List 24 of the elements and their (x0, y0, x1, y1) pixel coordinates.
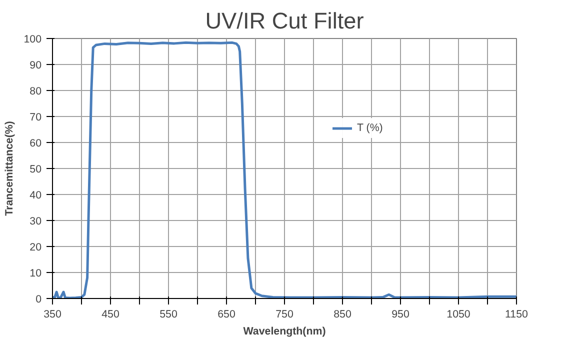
x-tick-label: 850 (334, 308, 352, 320)
x-tick-label: 1050 (446, 308, 470, 320)
y-tick-label: 90 (30, 60, 42, 72)
y-tick-label: 70 (30, 112, 42, 124)
y-tick-label: 60 (30, 138, 42, 150)
y-tick-label: 80 (30, 86, 42, 98)
y-tick-label: 50 (30, 164, 42, 176)
y-tick-label: 0 (36, 294, 42, 306)
y-tick-label: 30 (30, 216, 42, 228)
x-tick-label: 350 (44, 308, 62, 320)
chart-title: UV/IR Cut Filter (205, 8, 364, 34)
x-tick-label: 450 (102, 308, 120, 320)
x-tick-label: 950 (392, 308, 410, 320)
x-tick-label: 650 (218, 308, 236, 320)
x-axis-title: Wavelength(nm) (243, 326, 326, 338)
y-tick-label: 20 (30, 242, 42, 254)
x-tick-label: 1150 (505, 308, 528, 320)
y-tick-label: 10 (30, 268, 42, 280)
x-tick-label: 550 (160, 308, 178, 320)
y-axis-title: Trancemittance(%) (4, 120, 16, 216)
y-tick-label: 100 (24, 34, 42, 46)
legend-label: T (%) (357, 122, 383, 134)
x-tick-label: 750 (276, 308, 294, 320)
y-tick-label: 40 (30, 190, 42, 202)
